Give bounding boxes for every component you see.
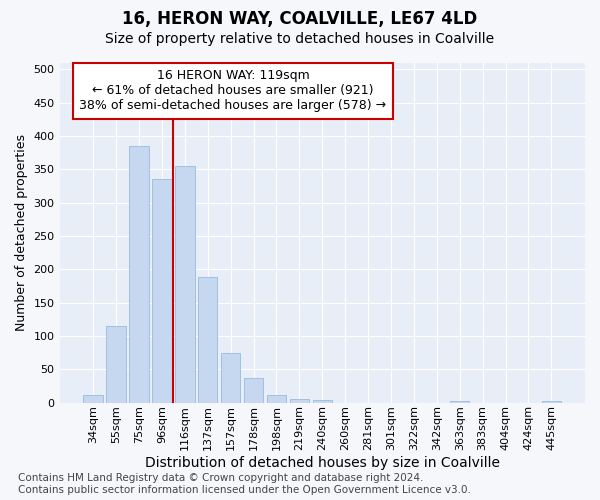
Bar [175,166,194,402]
Text: 16, HERON WAY, COALVILLE, LE67 4LD: 16, HERON WAY, COALVILLE, LE67 4LD [122,10,478,28]
Text: 16 HERON WAY: 119sqm
← 61% of detached houses are smaller (921)
38% of semi-deta: 16 HERON WAY: 119sqm ← 61% of detached h… [79,70,386,112]
Text: Size of property relative to detached houses in Coalville: Size of property relative to detached ho… [106,32,494,46]
Bar [313,400,332,402]
Bar [542,401,561,402]
Bar [244,378,263,402]
Text: Contains HM Land Registry data © Crown copyright and database right 2024.
Contai: Contains HM Land Registry data © Crown c… [18,474,471,495]
Bar [221,352,241,403]
Bar [129,146,149,403]
Bar [152,179,172,402]
Bar [106,326,126,402]
X-axis label: Distribution of detached houses by size in Coalville: Distribution of detached houses by size … [145,456,500,470]
Bar [450,400,469,402]
Y-axis label: Number of detached properties: Number of detached properties [15,134,28,331]
Bar [290,398,309,402]
Bar [267,394,286,402]
Bar [83,394,103,402]
Bar [198,277,217,402]
